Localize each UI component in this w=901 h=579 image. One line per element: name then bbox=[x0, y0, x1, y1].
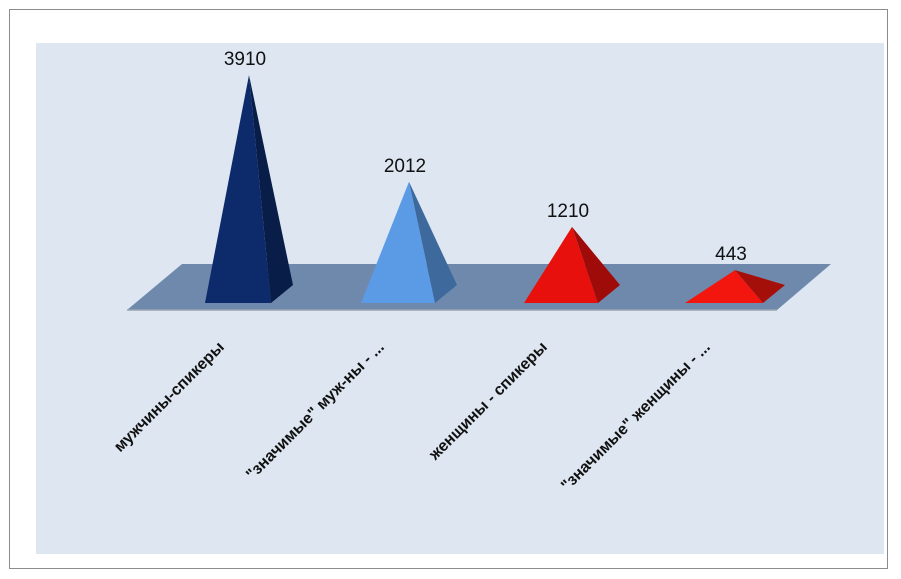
pyramid-side-face bbox=[249, 75, 293, 303]
pyramid-2 bbox=[361, 181, 457, 303]
chart-frame: 3910 2012 1210 443 мужчины-спикеры "значимые… bbox=[9, 9, 888, 569]
value-label: 1210 bbox=[547, 201, 589, 222]
pyramid-4 bbox=[685, 270, 785, 303]
pyramid-side-face bbox=[409, 181, 457, 303]
pyramid-front-face bbox=[524, 226, 598, 303]
pyramid-side-face bbox=[735, 270, 785, 303]
value-label: 3910 bbox=[224, 49, 266, 70]
pyramid-front-face bbox=[685, 270, 763, 303]
value-label: 443 bbox=[715, 244, 747, 265]
pyramid-1 bbox=[205, 75, 293, 303]
pyramid-front-face bbox=[361, 181, 435, 303]
chart-floor bbox=[127, 264, 831, 310]
value-label: 2012 bbox=[384, 156, 426, 177]
value-labels: 3910 2012 1210 443 bbox=[224, 49, 747, 265]
pyramid-marks bbox=[205, 75, 785, 303]
pyramid-side-face bbox=[572, 226, 620, 303]
pyramid-3 bbox=[524, 226, 620, 303]
